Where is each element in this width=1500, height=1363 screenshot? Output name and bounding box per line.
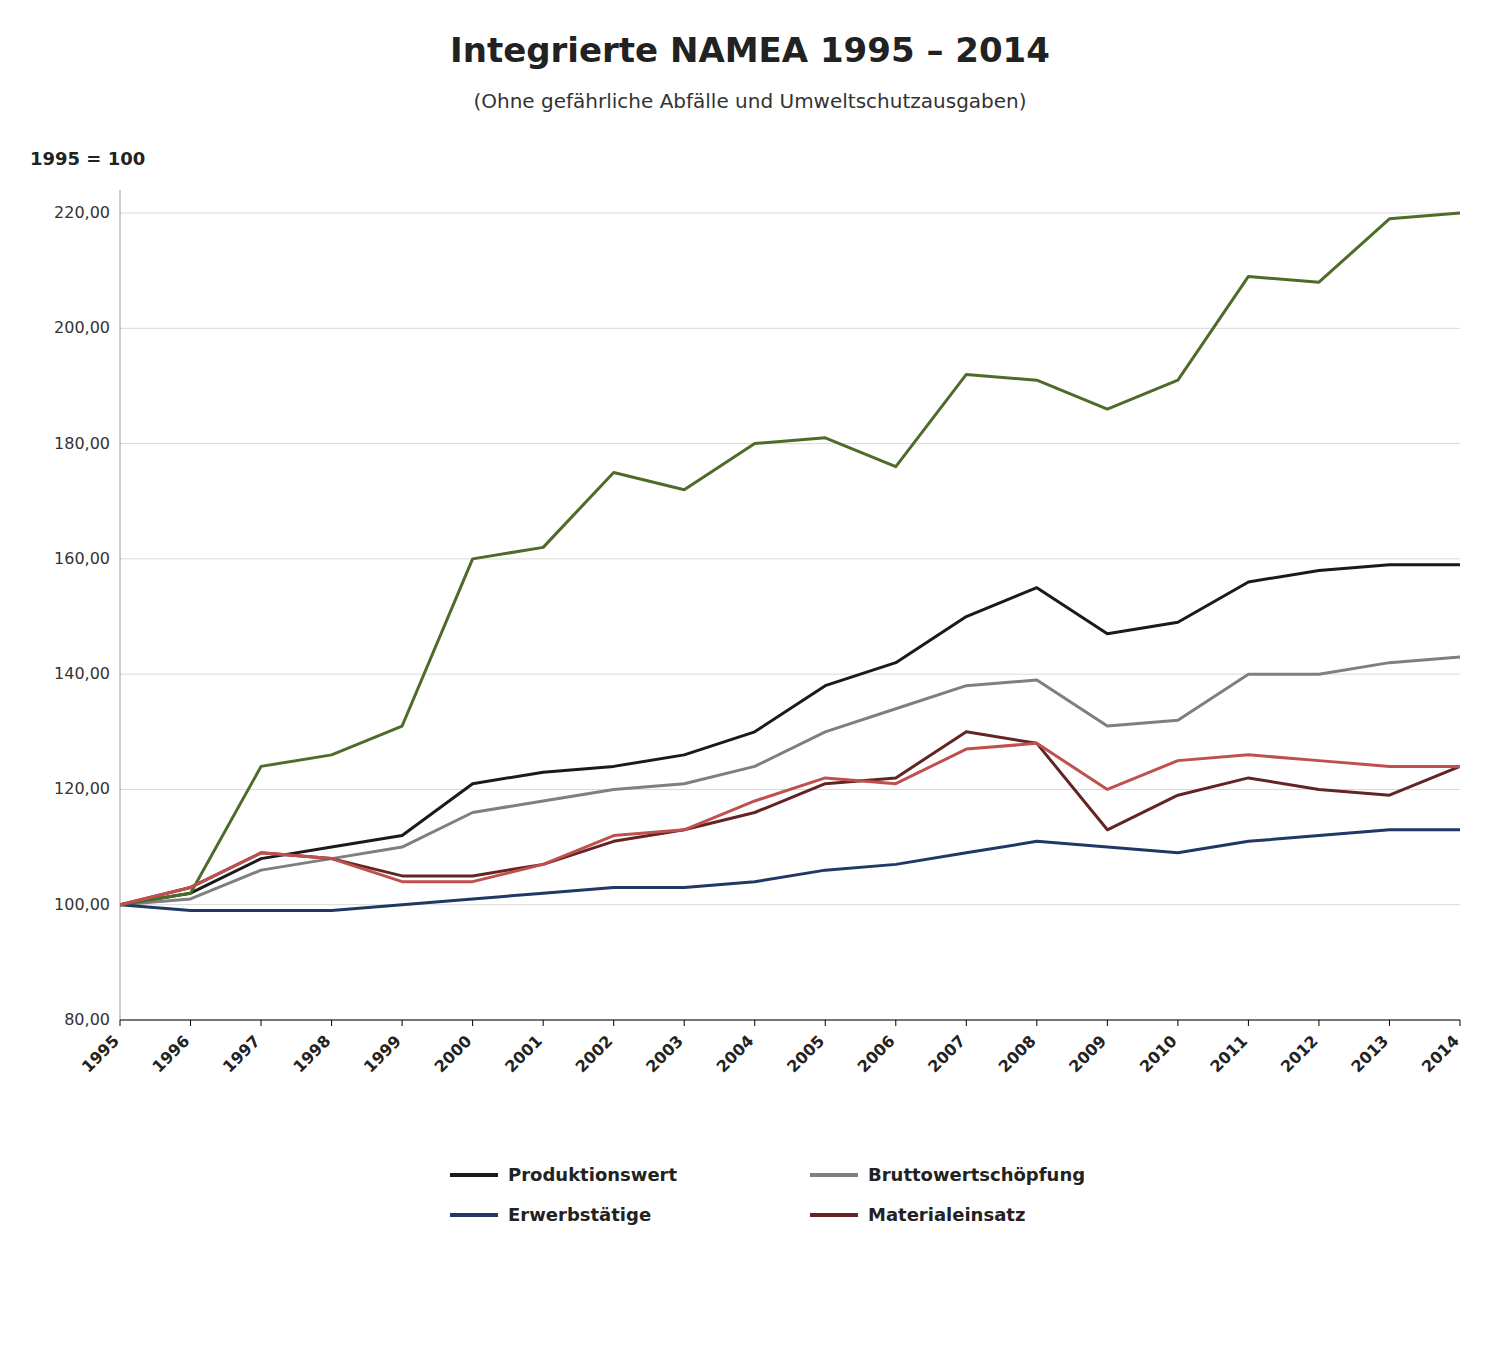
x-tick xyxy=(1389,1020,1390,1026)
x-tick-label: 1998 xyxy=(289,1031,334,1076)
grid-line xyxy=(120,213,1460,214)
y-tick-label: 100,00 xyxy=(54,895,110,914)
x-tick-label: 2009 xyxy=(1065,1031,1110,1076)
series-line xyxy=(120,213,1460,905)
x-tick-label: 2014 xyxy=(1418,1031,1463,1076)
series-line xyxy=(120,657,1460,905)
x-axis-line xyxy=(120,1020,1460,1021)
y-tick-label: 180,00 xyxy=(54,434,110,453)
x-tick-label: 2001 xyxy=(501,1031,546,1076)
x-tick-label: 2003 xyxy=(642,1031,687,1076)
x-tick-label: 1995 xyxy=(78,1031,123,1076)
grid-line xyxy=(120,328,1460,329)
x-tick-label: 2011 xyxy=(1206,1031,1251,1076)
y-tick-label: 120,00 xyxy=(54,779,110,798)
grid-line xyxy=(120,904,1460,905)
x-tick-label: 1997 xyxy=(219,1031,264,1076)
x-tick-label: 2006 xyxy=(854,1031,899,1076)
legend-label: Erwerbstätige xyxy=(508,1204,651,1225)
y-tick-label: 80,00 xyxy=(64,1010,110,1029)
x-tick xyxy=(966,1020,967,1026)
x-tick-label: 2008 xyxy=(995,1031,1040,1076)
x-tick xyxy=(120,1020,121,1026)
legend: Produktionswert Bruttowertschöpfung Erwerb… xyxy=(450,1164,1085,1225)
x-tick xyxy=(472,1020,473,1026)
lines xyxy=(120,213,1460,910)
x-tick-label: 2010 xyxy=(1136,1031,1181,1076)
x-tick xyxy=(402,1020,403,1026)
y-axis-label: 1995 = 100 xyxy=(30,148,145,169)
y-axis-line xyxy=(120,190,121,1020)
x-tick xyxy=(1318,1020,1319,1026)
legend-swatch xyxy=(450,1173,498,1177)
grid-line xyxy=(120,558,1460,559)
x-tick-label: 1999 xyxy=(360,1031,405,1076)
y-tick-label: 140,00 xyxy=(54,664,110,683)
x-tick xyxy=(190,1020,191,1026)
x-tick xyxy=(1248,1020,1249,1026)
x-tick-label: 2000 xyxy=(431,1031,476,1076)
legend-swatch xyxy=(450,1213,498,1217)
x-tick xyxy=(261,1020,262,1026)
grid xyxy=(120,213,1460,1020)
x-tick xyxy=(825,1020,826,1026)
subtitle: (Ohne gefährliche Abfälle und Umweltschu… xyxy=(473,89,1026,113)
x-tick xyxy=(543,1020,544,1026)
x-tick xyxy=(613,1020,614,1026)
legend-label: Materialeinsatz xyxy=(868,1204,1025,1225)
x-tick xyxy=(1107,1020,1108,1026)
y-tick-label: 160,00 xyxy=(54,549,110,568)
x-tick xyxy=(331,1020,332,1026)
axes: 80,00 100,00 120,00 140,00 160,00 180,00 200,0… xyxy=(54,190,1463,1076)
x-tick-label: 2007 xyxy=(924,1031,969,1076)
series-line xyxy=(120,565,1460,905)
x-tick xyxy=(684,1020,685,1026)
x-tick xyxy=(1036,1020,1037,1026)
legend-label: Produktionswert xyxy=(508,1164,677,1185)
legend-label: Bruttowertschöpfung xyxy=(868,1164,1085,1185)
legend-swatch xyxy=(810,1173,858,1177)
x-tick-label: 2002 xyxy=(572,1031,617,1076)
x-tick-label: 2004 xyxy=(713,1031,758,1076)
x-tick-label: 2005 xyxy=(783,1031,828,1076)
grid-line xyxy=(120,443,1460,444)
x-tick-label: 2013 xyxy=(1347,1031,1392,1076)
series-line xyxy=(120,830,1460,911)
series-line xyxy=(120,743,1460,904)
x-tick-label: 1996 xyxy=(148,1031,193,1076)
x-tick xyxy=(754,1020,755,1026)
chart: Integrierte NAMEA 1995 – 2014 (Ohne gefäh… xyxy=(0,0,1500,1363)
grid-line xyxy=(120,1020,1460,1021)
x-tick xyxy=(1177,1020,1178,1026)
x-tick xyxy=(895,1020,896,1026)
legend-swatch xyxy=(810,1213,858,1217)
x-tick xyxy=(1460,1020,1461,1026)
y-tick-label: 220,00 xyxy=(54,203,110,222)
title: Integrierte NAMEA 1995 – 2014 xyxy=(450,30,1050,70)
y-tick-label: 200,00 xyxy=(54,318,110,337)
x-tick-label: 2012 xyxy=(1277,1031,1322,1076)
